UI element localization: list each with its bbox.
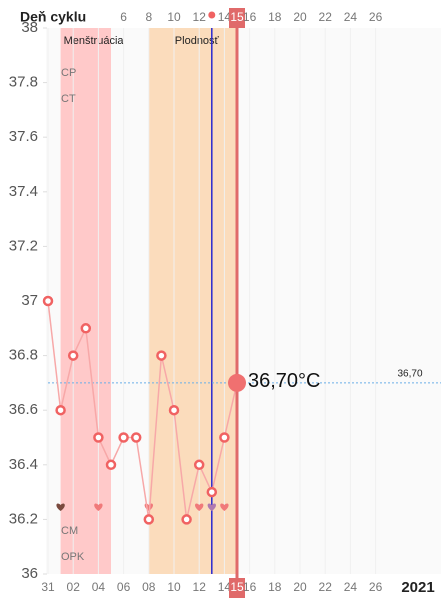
temp-point [168, 404, 180, 416]
x-tick-label: 14 [218, 580, 232, 594]
heart [220, 503, 229, 511]
x-tick-label: 10 [167, 580, 181, 594]
phase-label: Menštruácia [64, 35, 125, 47]
row-label: CP [61, 67, 76, 79]
ovulation-dot [208, 11, 216, 19]
x-tick-label: 31 [41, 580, 55, 594]
x-tick-label: 15 [230, 580, 244, 594]
row-label: OPK [61, 551, 85, 563]
x-tick-label: 04 [92, 580, 106, 594]
y-tick-label: 37.2 [9, 237, 38, 254]
phase-band [60, 28, 111, 574]
temp-point [118, 432, 129, 443]
heart [207, 503, 216, 511]
cycle-day-label: 18 [268, 10, 282, 24]
row-label: CT [61, 93, 76, 105]
temp-point [156, 350, 167, 361]
heart [56, 503, 65, 511]
phase-band [148, 28, 237, 574]
y-tick-label: 37.6 [9, 128, 38, 145]
heart [195, 503, 204, 511]
cycle-day-label: 8 [145, 10, 152, 24]
selected-day-box [229, 8, 245, 28]
temp-point [67, 350, 79, 361]
x-tick-label: 24 [344, 580, 358, 594]
cycle-day-label: 22 [319, 10, 333, 24]
temp-point [193, 459, 205, 471]
temp-point [93, 432, 104, 443]
year: 2021 [401, 579, 434, 596]
temp-point [130, 432, 142, 443]
cycle-day-label: 6 [120, 10, 127, 24]
selected-point [228, 373, 246, 392]
temp-point [143, 514, 155, 525]
x-tick-label: 08 [142, 580, 156, 594]
y-tick-label: 36.2 [9, 510, 38, 527]
y-tick-label: 37 [21, 292, 38, 309]
x-tick-label: 12 [193, 580, 207, 594]
y-tick-label: 36 [21, 565, 38, 582]
temp-line [47, 300, 238, 520]
phase-label: Plodnosť [175, 35, 220, 47]
cycle-day-label: 15 [230, 10, 244, 24]
reference-label: 36,70 [397, 369, 422, 380]
x-tick-label: 20 [293, 580, 307, 594]
cycle-day-label: 16 [243, 10, 257, 24]
temp-point [55, 404, 66, 416]
y-tick-label: 37.8 [9, 74, 38, 91]
x-tick-label: 16 [243, 580, 257, 594]
title: Deň cyklu [20, 9, 86, 25]
y-tick-label: 38 [21, 19, 38, 36]
heart [94, 503, 103, 511]
temp-point [219, 432, 230, 443]
current-label: 36,70°C [248, 370, 321, 392]
cycle-day-label: 24 [344, 10, 358, 24]
cycle-day-label: 14 [218, 10, 232, 24]
y-tick-label: 36.4 [9, 456, 38, 473]
temp-point [206, 486, 218, 498]
temp-point [105, 459, 117, 471]
x-tick-label: 06 [117, 580, 131, 594]
x-tick-label: 18 [268, 580, 282, 594]
y-tick-label: 36.6 [9, 401, 38, 418]
temp-point [181, 514, 192, 525]
cycle-day-label: 20 [293, 10, 307, 24]
temp-point [80, 323, 92, 334]
selected-day-box [229, 578, 245, 598]
x-tick-label: 26 [369, 580, 383, 594]
x-tick-label: 02 [67, 580, 81, 594]
cycle-day-label: 26 [369, 10, 383, 24]
y-tick-label: 36.8 [9, 347, 38, 364]
x-tick-label: 22 [319, 580, 333, 594]
y-tick-label: 37.4 [9, 183, 38, 200]
cycle-day-label: 10 [167, 10, 181, 24]
row-label: CM [61, 525, 78, 537]
cycle-day-label: 12 [193, 10, 207, 24]
temp-point [42, 295, 54, 307]
